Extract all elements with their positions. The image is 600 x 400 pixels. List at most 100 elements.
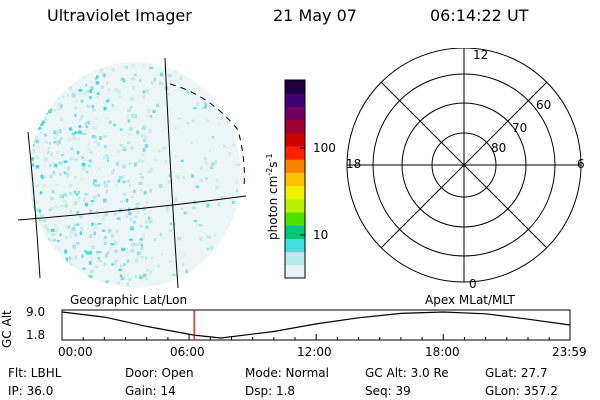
image-pixel: [196, 72, 201, 75]
image-pixel: [106, 116, 109, 120]
image-pixel: [44, 117, 47, 122]
image-pixel: [105, 155, 110, 160]
image-pixel: [35, 96, 39, 99]
image-pixel: [139, 188, 142, 192]
image-pixel: [47, 64, 51, 68]
image-pixel: [68, 184, 73, 188]
colorbar-segment: [285, 185, 305, 200]
image-pixel: [102, 217, 105, 221]
image-pixel: [49, 164, 52, 168]
image-pixel: [118, 95, 122, 99]
image-pixel: [138, 241, 143, 246]
image-pixel: [49, 174, 53, 179]
image-pixel: [180, 159, 184, 163]
image-pixel: [71, 132, 75, 136]
image-pixel: [55, 140, 59, 144]
image-pixel: [133, 189, 136, 193]
image-pixel: [64, 192, 67, 197]
image-pixel: [104, 154, 109, 157]
image-pixel: [36, 208, 40, 212]
image-pixel: [142, 148, 146, 153]
image-pixel: [39, 122, 44, 126]
image-pixel: [91, 222, 94, 227]
image-pixel: [35, 135, 38, 139]
image-pixel: [37, 110, 42, 114]
image-pixel: [60, 105, 63, 108]
image-pixel: [143, 135, 148, 140]
info-seq: Seq: 39: [365, 384, 411, 398]
image-pixel: [82, 91, 87, 96]
image-pixel: [222, 145, 226, 148]
image-pixel: [61, 74, 64, 78]
image-pixel: [146, 114, 149, 118]
image-pixel: [193, 71, 197, 75]
image-pixel: [204, 102, 208, 107]
image-pixel: [90, 200, 94, 203]
image-pixel: [102, 156, 106, 159]
image-pixel: [32, 148, 36, 153]
image-pixel: [58, 248, 61, 251]
image-pixel: [65, 264, 70, 267]
image-pixel: [79, 215, 83, 219]
image-pixel: [153, 238, 157, 241]
timeline-left-title: Geographic Lat/Lon: [70, 293, 188, 307]
image-pixel: [85, 66, 89, 70]
image-pixel: [65, 268, 70, 271]
image-pixel: [47, 237, 51, 241]
image-pixel: [182, 176, 186, 180]
image-pixel: [65, 62, 70, 67]
image-pixel: [37, 70, 41, 73]
image-pixel: [117, 149, 120, 153]
image-pixel: [89, 89, 92, 94]
image-pixel: [206, 264, 210, 268]
image-pixel: [72, 136, 77, 141]
image-pixel: [144, 191, 147, 195]
image-pixel: [129, 217, 133, 221]
image-pixel: [67, 166, 70, 171]
image-pixel: [47, 270, 51, 274]
image-pixel: [126, 259, 130, 263]
image-pixel: [80, 99, 84, 103]
image-pixel: [203, 157, 207, 161]
image-pixel: [102, 237, 106, 241]
image-pixel: [80, 226, 84, 231]
image-pixel: [88, 275, 93, 279]
terminator-line: [169, 83, 245, 187]
image-pixel: [103, 180, 106, 185]
image-pixel: [65, 236, 68, 240]
image-pixel: [142, 139, 146, 143]
image-pixel: [117, 90, 121, 94]
image-grid-line: [27, 131, 41, 279]
image-pixel: [111, 68, 115, 72]
image-pixel: [70, 230, 73, 234]
image-pixel: [69, 191, 72, 196]
image-pixel: [77, 137, 80, 141]
image-pixel: [64, 203, 69, 208]
image-pixel: [228, 152, 232, 155]
image-pixel: [213, 233, 217, 237]
mlt-label-0: 0: [469, 277, 477, 291]
image-pixel: [117, 281, 120, 284]
image-pixel: [36, 145, 40, 149]
image-pixel: [111, 103, 115, 108]
image-pixel: [57, 128, 60, 132]
image-pixel: [79, 231, 83, 235]
image-pixel: [38, 66, 42, 71]
image-pixel: [131, 85, 136, 90]
image-pixel: [203, 286, 208, 288]
image-pixel: [129, 127, 134, 130]
image-pixel: [214, 160, 217, 164]
image-pixel: [54, 206, 59, 209]
timeline-ytick-1-8: 1.8: [26, 328, 46, 342]
image-pixel: [89, 209, 92, 214]
image-pixel: [145, 220, 149, 224]
image-pixel: [131, 115, 135, 119]
image-pixel: [47, 77, 51, 80]
image-pixel: [105, 100, 109, 103]
xtick-2359: 23:59: [552, 345, 587, 359]
image-pixel: [123, 263, 126, 266]
image-pixel: [206, 203, 210, 208]
image-pixel: [33, 112, 37, 116]
image-pixel: [108, 121, 111, 124]
image-pixel: [193, 76, 197, 80]
